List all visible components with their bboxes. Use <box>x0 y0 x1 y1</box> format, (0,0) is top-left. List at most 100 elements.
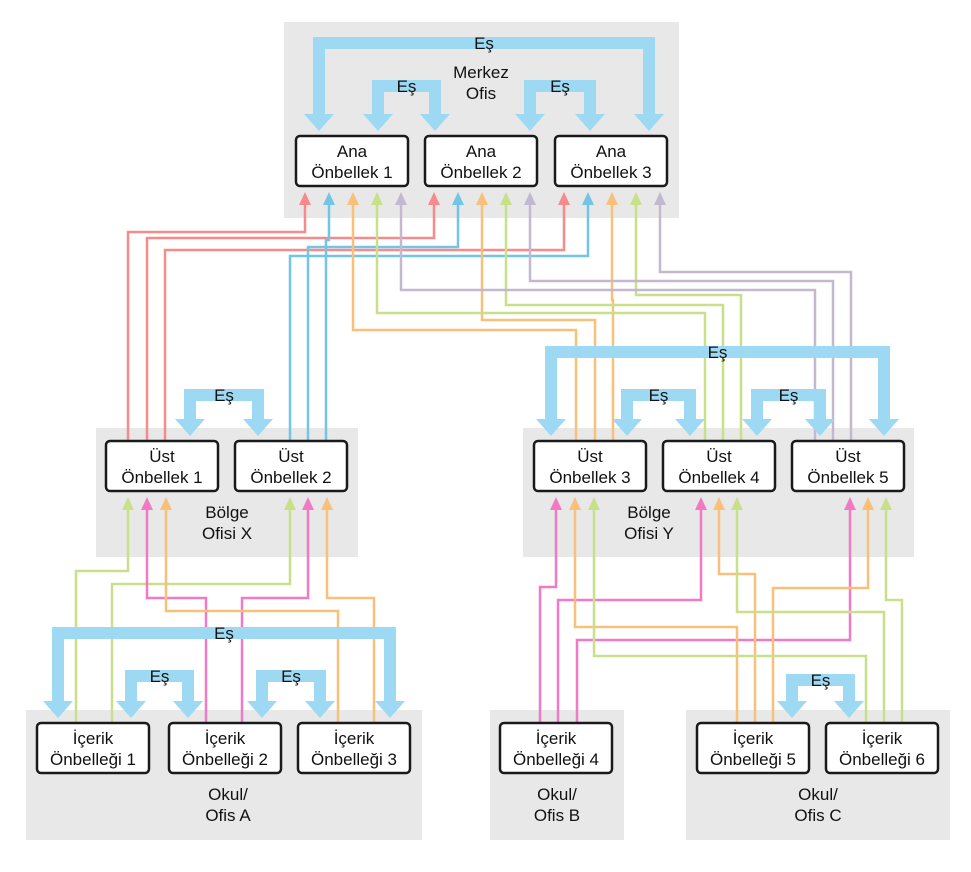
cache-node-box <box>553 134 669 188</box>
cache-node-icerik4[interactable]: İçerik Önbelleği 4 <box>498 721 614 775</box>
peer-label: Eş <box>649 386 669 405</box>
cache-node-label: Ana <box>337 142 368 161</box>
connection-line <box>351 202 578 441</box>
cache-node-ust5[interactable]: Üst Önbellek 5 <box>790 439 906 493</box>
arrow-head-icon <box>550 497 562 510</box>
cache-node-ana1[interactable]: Ana Önbellek 1 <box>294 134 410 188</box>
arrow-head-icon <box>323 192 335 205</box>
cache-node-ust3[interactable]: Üst Önbellek 3 <box>532 439 648 493</box>
connection-line <box>126 202 307 441</box>
peer-label: Eş <box>214 386 234 405</box>
cache-node-ana2[interactable]: Ana Önbellek 2 <box>423 134 539 188</box>
peer-link-icerik2-icerik3: Eş <box>247 667 335 718</box>
arrow-head-icon <box>347 192 359 205</box>
cache-node-label: Önbellek 1 <box>121 468 202 487</box>
cache-node-icerik3[interactable]: İçerik Önbelleği 3 <box>296 721 412 775</box>
peer-arrow-icon <box>243 419 273 436</box>
peer-arrow-icon <box>304 114 334 131</box>
peer-arrow-icon <box>116 701 146 718</box>
connection-ust2-to-ana2 <box>306 192 464 441</box>
peer-link-ust4-ust5: Eş <box>742 386 835 436</box>
cache-node-ust1[interactable]: Üst Önbellek 1 <box>104 439 220 493</box>
peer-arrow-icon <box>777 701 807 718</box>
cache-node-label: İçerik <box>733 729 774 748</box>
peer-link-ust1-ust2: Eş <box>175 386 273 436</box>
region-label: Bölge <box>627 503 670 522</box>
peer-link-ust3-ust5: Eş <box>536 343 899 436</box>
arrow-head-icon <box>569 497 581 510</box>
cache-node-label: Önbelleği 6 <box>839 750 925 769</box>
arrow-head-icon <box>160 497 172 510</box>
region-label: Ofisi X <box>202 524 252 543</box>
connection-line <box>240 507 310 723</box>
peer-arrow-icon <box>869 419 899 436</box>
cache-node-label: Üst <box>706 447 732 466</box>
peer-arrow-icon <box>834 701 864 718</box>
cache-node-icerik6[interactable]: İçerik Önbelleği 6 <box>824 721 940 775</box>
connection-line <box>610 202 615 441</box>
cache-node-ana3[interactable]: Ana Önbellek 3 <box>553 134 669 188</box>
arrow-head-icon <box>862 497 874 510</box>
connection-icerik4-to-ust4 <box>556 497 707 723</box>
arrow-head-icon <box>713 497 725 510</box>
connection-line <box>163 202 566 441</box>
arrow-head-icon <box>452 192 464 205</box>
cache-node-box <box>35 721 151 775</box>
peer-bracket <box>313 37 655 117</box>
connection-line <box>528 202 835 441</box>
peer-arrow-icon <box>575 114 605 131</box>
connection-line <box>573 507 739 723</box>
cache-node-icerik2[interactable]: İçerik Önbelleği 2 <box>167 721 283 775</box>
cache-node-ust4[interactable]: Üst Önbellek 4 <box>661 439 777 493</box>
connection-icerik6-to-ust4 <box>731 497 886 723</box>
cache-node-label: Önbelleği 1 <box>50 750 136 769</box>
peer-label: Eş <box>779 386 799 405</box>
connection-line <box>288 202 590 441</box>
connection-ust1-to-ana3 <box>163 192 570 441</box>
cache-node-ust2[interactable]: Üst Önbellek 2 <box>233 439 349 493</box>
peer-link-ust3-ust4: Eş <box>612 386 705 436</box>
connection-icerik2-to-ust1 <box>141 497 208 723</box>
cache-node-label: Ana <box>466 142 497 161</box>
peer-label: Eş <box>708 343 728 362</box>
connection-line <box>375 202 707 441</box>
cache-node-box <box>498 721 614 775</box>
cache-node-icerik1[interactable]: İçerik Önbelleği 1 <box>35 721 151 775</box>
region-label: Okul/ <box>798 785 838 804</box>
peer-arrow-icon <box>536 419 566 436</box>
peer-label: Eş <box>150 667 170 686</box>
cache-node-icerik5[interactable]: İçerik Önbelleği 5 <box>695 721 811 775</box>
connection-line <box>145 202 436 441</box>
peer-label: Eş <box>214 624 234 643</box>
arrow-head-icon <box>500 192 512 205</box>
arrow-head-icon <box>606 192 618 205</box>
connection-line <box>74 507 130 723</box>
connection-line <box>480 202 597 441</box>
connection-line <box>735 507 886 723</box>
peer-arrow-icon <box>742 419 772 436</box>
peer-arrow-icon <box>173 701 203 718</box>
cache-node-box <box>296 721 412 775</box>
connection-line <box>538 507 558 723</box>
arrow-head-icon <box>428 192 440 205</box>
peer-arrow-icon <box>375 701 405 718</box>
peer-link-icerik5-icerik6: Eş <box>777 671 864 718</box>
connection-line <box>399 202 817 441</box>
peer-arrow-icon <box>515 114 545 131</box>
connection-line <box>306 202 460 441</box>
peer-arrow-icon <box>612 419 642 436</box>
region-label: Bölge <box>205 503 248 522</box>
region-label: Okul/ <box>208 785 248 804</box>
peer-label: Eş <box>811 671 831 690</box>
cache-node-box <box>661 439 777 493</box>
cache-node-label: İçerik <box>205 729 246 748</box>
cache-node-label: Önbelleği 3 <box>311 750 397 769</box>
cache-node-label: Önbelleği 5 <box>710 750 796 769</box>
cache-node-label: Önbelleği 2 <box>182 750 268 769</box>
cache-node-label: Önbellek 1 <box>311 163 392 182</box>
peer-bracket <box>125 670 194 704</box>
arrow-head-icon <box>299 192 311 205</box>
arrow-head-icon <box>302 497 314 510</box>
connection-icerik6-to-ust5 <box>880 497 904 723</box>
